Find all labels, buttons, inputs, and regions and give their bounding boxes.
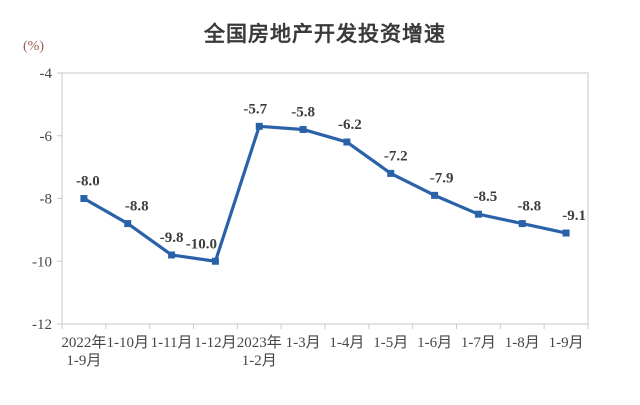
x-axis-tick-label: 1-12月 <box>194 335 237 351</box>
x-axis-tick-label: 1-6月 <box>417 335 452 351</box>
data-point-label: -5.8 <box>291 104 315 120</box>
data-point-label: -6.2 <box>338 117 362 133</box>
data-point-marker <box>211 257 219 265</box>
data-line <box>82 124 568 263</box>
data-point-label: -8.8 <box>125 199 149 215</box>
y-axis-tick-label: -8 <box>40 192 53 208</box>
data-point-label: -5.7 <box>243 101 267 117</box>
data-point-label: -8.0 <box>76 174 100 190</box>
chart-title: 全国房地产开发投资增速 <box>204 23 446 46</box>
x-axis-tick-label: 1-8月 <box>505 335 540 351</box>
data-point-marker <box>562 229 570 237</box>
x-axis-tick-label: 1-9月 <box>66 353 101 369</box>
data-point-marker <box>474 210 482 218</box>
data-point-label: -10.0 <box>186 236 217 252</box>
x-axis-tick-label: 1-9月 <box>549 335 584 351</box>
y-axis-unit-label: (%) <box>23 39 44 54</box>
y-axis-tick-label: -10 <box>32 254 52 270</box>
x-axis-tick-label: 2022年 <box>61 334 106 351</box>
x-axis-tick-label: 1-5月 <box>373 335 408 351</box>
data-point-label: -8.5 <box>474 189 498 205</box>
data-point-label: -9.1 <box>562 208 586 224</box>
x-axis-tick-label: 1-10月 <box>107 335 150 351</box>
x-axis-tick-label: 2023年 <box>237 334 282 351</box>
x-axis-tick-label: 1-11月 <box>151 335 193 351</box>
data-point-marker <box>168 251 176 259</box>
y-axis-tick-label: -4 <box>40 66 53 82</box>
data-point-marker <box>431 191 439 199</box>
data-point-marker <box>255 122 263 130</box>
x-axis-tick-label: 1-2月 <box>242 353 277 369</box>
data-point-label: -7.9 <box>430 170 454 186</box>
data-point-label: -7.2 <box>384 148 408 164</box>
data-point-marker <box>343 138 351 146</box>
x-axis-tick-label: 1-7月 <box>461 335 496 351</box>
data-point-marker <box>299 125 307 133</box>
y-axis-tick-label: -12 <box>32 317 52 333</box>
data-point-marker <box>80 195 88 202</box>
data-point-label: -8.8 <box>517 199 541 215</box>
data-point-marker <box>387 169 395 177</box>
y-axis-tick-label: -6 <box>40 129 53 145</box>
x-axis-tick-label: 1-4月 <box>329 335 364 351</box>
data-point-label: -9.8 <box>160 230 184 246</box>
data-point-marker <box>124 220 132 228</box>
x-axis-tick-label: 1-3月 <box>286 335 321 351</box>
data-point-marker <box>518 220 526 228</box>
